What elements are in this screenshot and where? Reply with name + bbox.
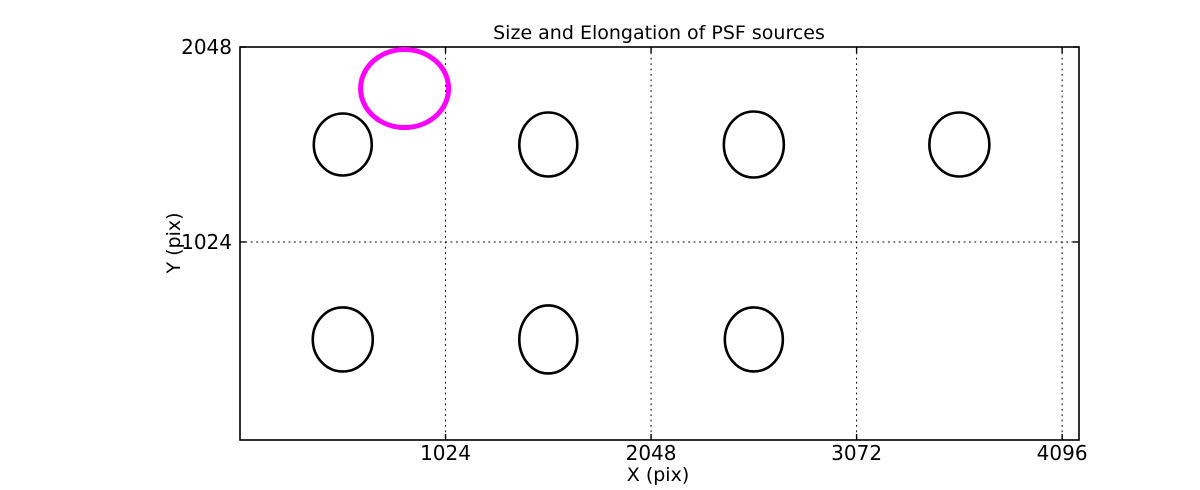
x-tick-label: 4096 [1037, 441, 1088, 465]
psf-source-ellipse [723, 306, 785, 373]
y-axis-label: Y (pix) [163, 212, 185, 274]
psf-sources [311, 47, 991, 375]
psf-source-ellipse [312, 112, 374, 177]
psf-source-ellipse [518, 111, 579, 178]
x-tick-label: 2048 [626, 441, 677, 465]
chart-title: Size and Elongation of PSF sources [493, 22, 825, 44]
psf-source-ellipse-flagged [358, 47, 452, 131]
x-tick-label: 1024 [420, 441, 471, 465]
gridlines [240, 47, 1079, 440]
y-tick-label: 1024 [181, 230, 232, 254]
x-tick-label: 3072 [831, 441, 882, 465]
psf-source-ellipse [518, 304, 579, 375]
x-axis-label: X (pix) [627, 464, 689, 486]
psf-source-ellipse [311, 306, 375, 373]
x-tick-labels: 1024 2048 3072 4096 [420, 441, 1088, 465]
plot-border [239, 46, 1080, 441]
psf-source-ellipse [722, 110, 786, 179]
psf-source-ellipse [928, 111, 991, 178]
y-tick-label: 2048 [181, 35, 232, 59]
axis-ticks [240, 46, 1079, 440]
y-tick-labels: 1024 2048 [181, 35, 232, 254]
